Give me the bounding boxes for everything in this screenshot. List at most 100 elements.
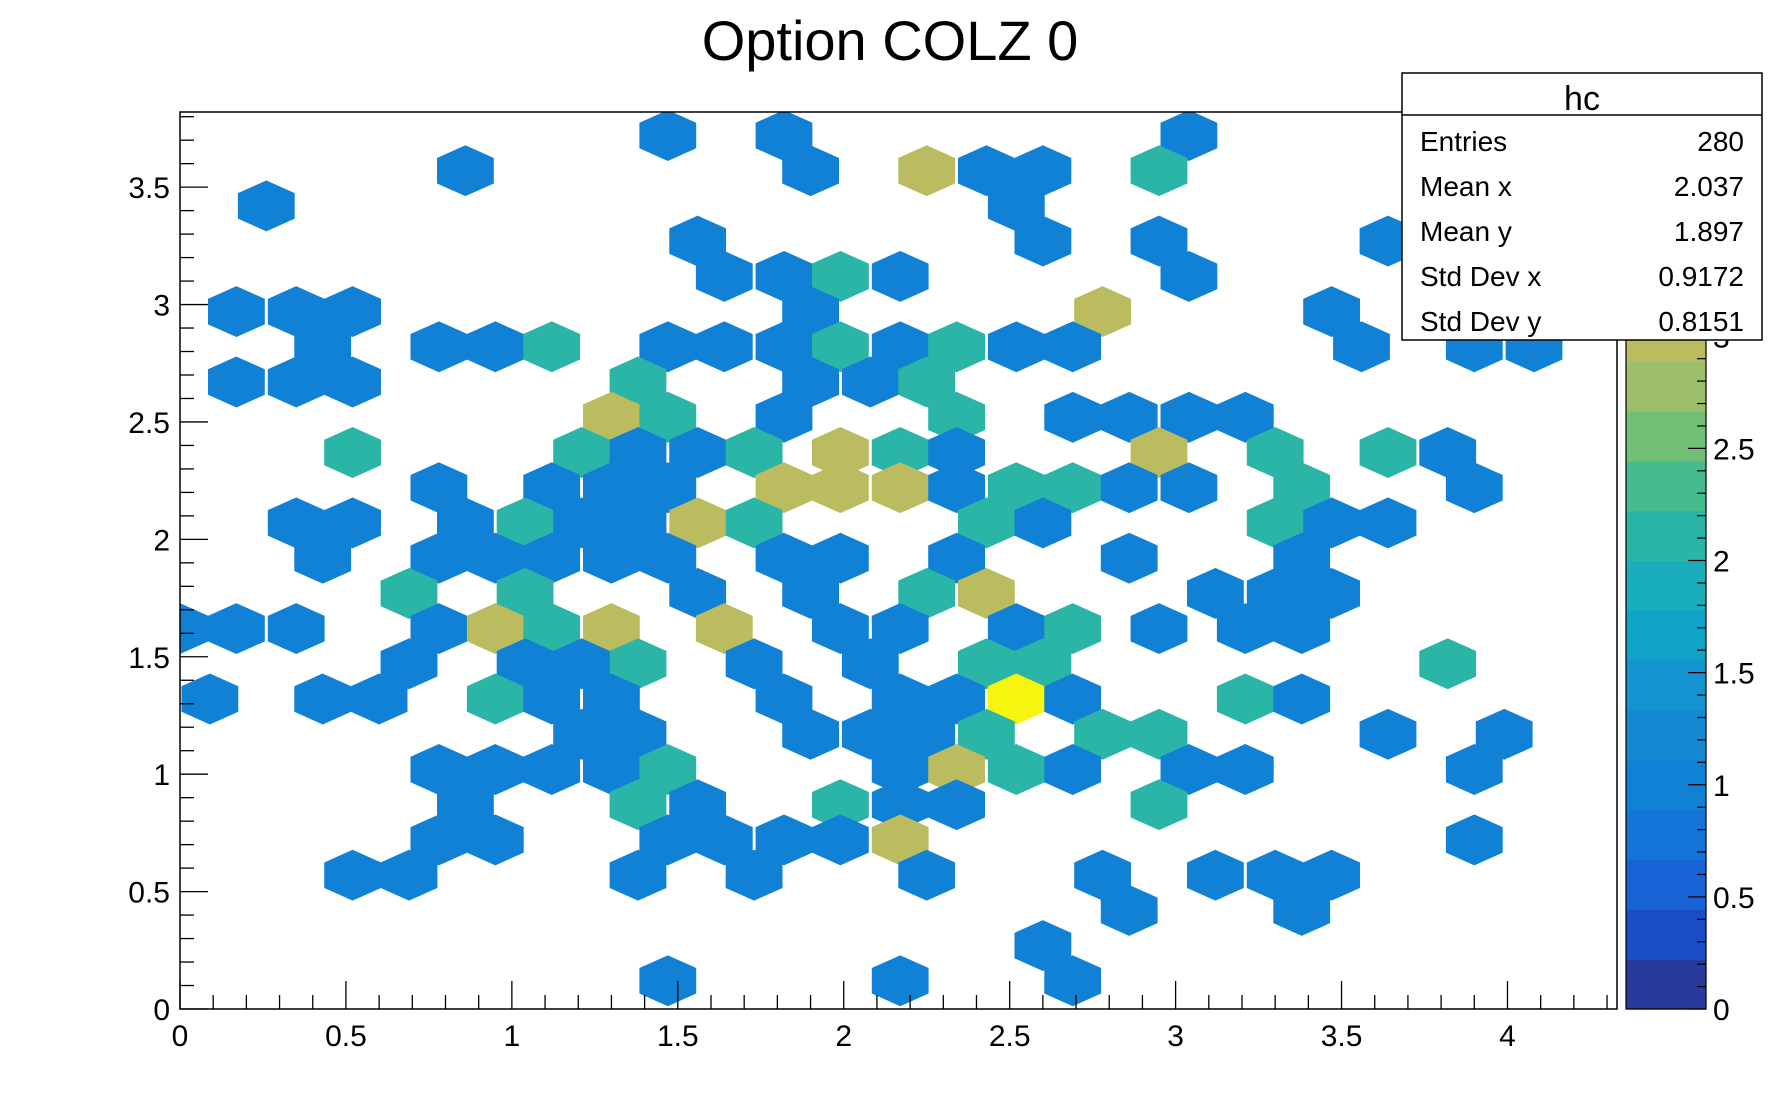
x-axis: 0 0.5 1 1.5 2 2.5 3 3.5 4 <box>172 981 1608 1053</box>
hex-cell <box>1359 497 1417 549</box>
hex-cell <box>1014 215 1072 267</box>
hex-cell <box>695 603 753 655</box>
palette-swatch <box>1626 460 1706 512</box>
hex-cell <box>1100 532 1158 584</box>
palette-swatch <box>1626 959 1706 1010</box>
x-tick-label: 4 <box>1499 1020 1516 1053</box>
hex-cell <box>639 955 697 1007</box>
hex-cell <box>695 321 753 373</box>
hex-cell <box>1160 112 1218 161</box>
hex-cell <box>1044 391 1102 443</box>
hex-cell <box>958 708 1015 760</box>
y-tick-label: 0.5 <box>128 877 170 910</box>
hex-cell <box>782 708 839 760</box>
hex-cell <box>1359 708 1417 760</box>
hex-cell <box>380 638 438 690</box>
hex-cell <box>1044 603 1102 655</box>
hex-cell <box>639 391 697 443</box>
hex-cell <box>324 497 382 549</box>
hex-cell <box>1074 286 1131 338</box>
hex-cell <box>1130 215 1188 267</box>
hex-cell <box>1359 427 1417 478</box>
hex-cell <box>1475 708 1533 760</box>
hex-cell <box>928 462 985 514</box>
stats-row-label: Entries <box>1420 126 1507 157</box>
hex-cell <box>1100 462 1158 514</box>
hex-cell <box>898 849 956 901</box>
y-tick-label: 3 <box>153 290 170 323</box>
hex-cell <box>725 497 783 549</box>
hex-cell <box>1445 814 1503 866</box>
hex-cell <box>1100 884 1158 936</box>
hex-cell <box>1100 391 1158 443</box>
hex-cell <box>639 462 697 514</box>
hex-cell <box>324 356 382 408</box>
stats-row-label: Std Dev y <box>1420 306 1541 337</box>
hex-cell <box>812 814 869 866</box>
hex-cell <box>1130 427 1188 478</box>
hex-cell <box>1303 286 1360 338</box>
plot-border <box>179 111 1618 1010</box>
hex-cell <box>695 814 753 866</box>
palette-tick-label: 0.5 <box>1713 882 1755 915</box>
hex-cell <box>812 462 869 514</box>
x-tick-label: 1 <box>504 1020 521 1053</box>
hex-cell <box>1445 462 1503 514</box>
stats-row-label: Mean x <box>1420 171 1512 202</box>
hex-cell <box>1160 462 1218 514</box>
hex-cell <box>1333 321 1390 373</box>
hex-cell <box>898 356 956 408</box>
stats-row-value: 280 <box>1697 126 1744 157</box>
palette-swatch <box>1626 361 1706 412</box>
stats-row-value: 2.037 <box>1674 171 1744 202</box>
hex-cell <box>523 744 581 795</box>
y-tick-label: 0 <box>153 994 170 1027</box>
palette-tick-label: 1 <box>1713 770 1730 803</box>
x-tick-label: 1.5 <box>657 1020 699 1053</box>
hex-cell <box>928 673 985 725</box>
palette-swatch <box>1626 510 1706 562</box>
palette-swatch <box>1626 909 1706 960</box>
hex-cell <box>237 180 295 232</box>
hex-cell <box>1216 744 1274 795</box>
hex-cell <box>812 250 869 302</box>
hex-cell <box>1303 849 1360 901</box>
hex-cell <box>958 638 1015 690</box>
hex-cell <box>1044 744 1102 795</box>
hex-cell <box>1044 321 1102 373</box>
hex-cell <box>207 356 265 408</box>
hex-cell <box>958 145 1015 197</box>
hex-cell <box>639 321 697 373</box>
hex-cell <box>1014 497 1072 549</box>
y-tick-label: 1 <box>153 759 170 792</box>
hex-cell <box>1216 391 1274 443</box>
hex-cell <box>725 427 783 478</box>
hexbin-cells <box>180 112 1563 1007</box>
hex-cell <box>1130 708 1188 760</box>
hex-cell <box>609 849 667 901</box>
palette-tick-label: 2 <box>1713 546 1730 579</box>
hex-cell <box>928 532 985 584</box>
hex-cell <box>267 603 325 655</box>
hex-cell <box>639 814 697 866</box>
palette-tick-label: 2.5 <box>1713 433 1755 466</box>
x-tick-label: 0 <box>172 1020 189 1053</box>
plot-frame <box>179 111 1618 1010</box>
hex-cell <box>324 286 382 338</box>
hex-cell <box>928 779 985 831</box>
hex-cell <box>380 567 438 619</box>
y-tick-label: 3.5 <box>128 172 170 205</box>
hex-cell <box>207 603 265 655</box>
hex-cell <box>782 567 839 619</box>
hex-cell <box>898 145 956 197</box>
hex-cell <box>958 497 1015 549</box>
stats-row-value: 0.9172 <box>1658 261 1744 292</box>
palette-swatch <box>1626 610 1706 661</box>
stats-box-frame <box>1401 72 1763 341</box>
y-tick-label: 2.5 <box>128 407 170 440</box>
y-tick-label: 1.5 <box>128 642 170 675</box>
hex-cell <box>695 250 753 302</box>
hex-cell <box>1014 920 1072 972</box>
hex-cell <box>871 603 929 655</box>
